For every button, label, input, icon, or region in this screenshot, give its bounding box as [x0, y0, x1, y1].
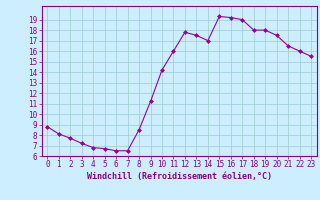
- X-axis label: Windchill (Refroidissement éolien,°C): Windchill (Refroidissement éolien,°C): [87, 172, 272, 181]
